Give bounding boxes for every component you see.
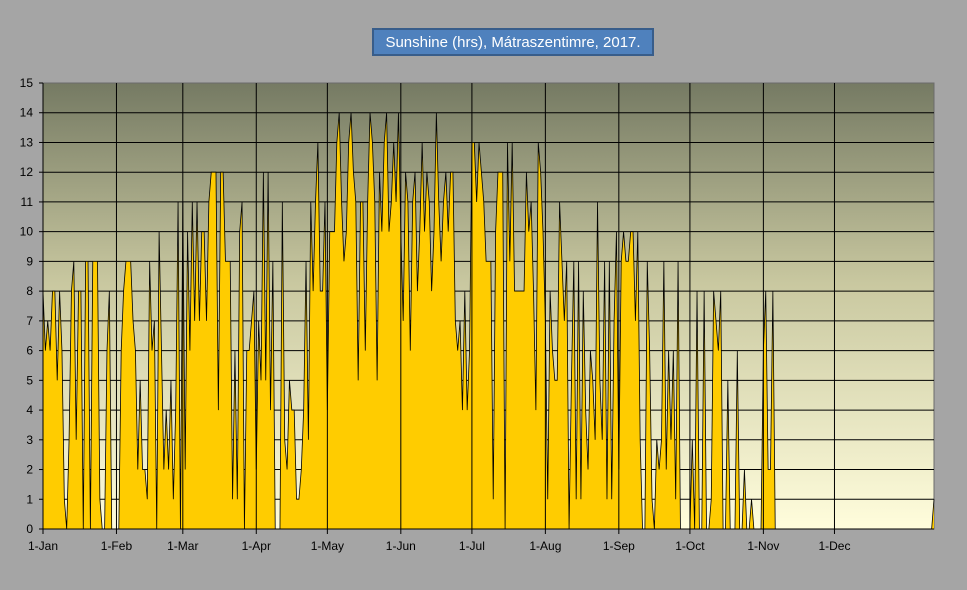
y-tick-label: 12 (20, 165, 34, 179)
y-tick-label: 2 (26, 463, 33, 477)
y-tick-label: 15 (20, 76, 34, 90)
y-tick-label: 6 (26, 344, 33, 358)
y-tick-label: 14 (20, 106, 34, 120)
x-tick-label: 1-Feb (101, 539, 133, 553)
x-tick-label: 1-Apr (242, 539, 271, 553)
y-tick-label: 13 (20, 135, 34, 149)
y-tick-label: 1 (26, 492, 33, 506)
y-tick-label: 7 (26, 314, 33, 328)
x-tick-label: 1-Jun (386, 539, 416, 553)
x-tick-label: 1-Jul (459, 539, 485, 553)
x-tick-label: 1-Dec (818, 539, 850, 553)
y-tick-label: 5 (26, 373, 33, 387)
x-tick-label: 1-Sep (603, 539, 635, 553)
x-tick-label: 1-May (311, 539, 344, 553)
x-tick-label: 1-Mar (167, 539, 198, 553)
y-tick-label: 10 (20, 225, 34, 239)
x-axis: 1-Jan 1-Feb 1-Mar 1-Apr 1-May 1-Jun 1-Jul 1-Aug… (28, 528, 934, 553)
sunshine-area (43, 112, 934, 529)
y-tick-label: 0 (26, 522, 33, 536)
y-tick-label: 8 (26, 284, 33, 298)
y-tick-label: 11 (21, 195, 34, 209)
y-tick-label: 9 (26, 254, 33, 268)
x-tick-label: 1-Nov (747, 539, 779, 553)
x-tick-label: 1-Jan (28, 539, 58, 553)
x-tick-label: 1-Aug (529, 539, 561, 553)
vertical-gridlines (115, 83, 835, 529)
y-tick-label: 4 (26, 403, 33, 417)
x-tick-label: 1-Oct (675, 539, 705, 553)
chart-title: Sunshine (hrs), Mátraszentimre, 2017. (372, 28, 654, 56)
y-tick-label: 3 (26, 433, 33, 447)
